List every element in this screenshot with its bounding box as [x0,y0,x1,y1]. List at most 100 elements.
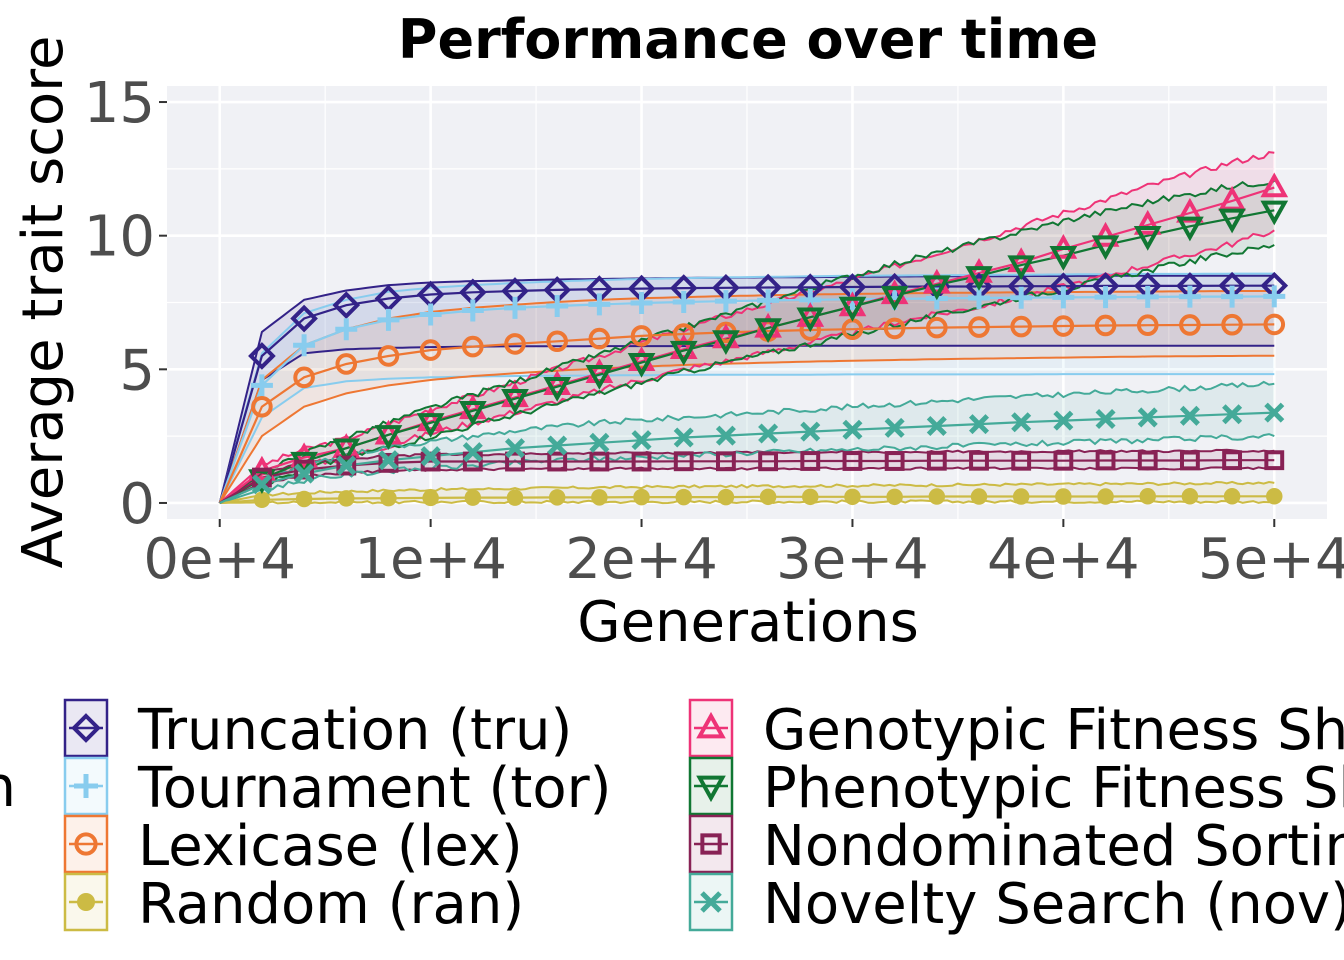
point-cross [926,415,947,437]
band-triangle-down [219,180,1275,503]
point-triangle-down [754,318,782,343]
point-triangle-up [543,370,572,396]
point-plus [630,292,653,315]
point-circle-filled [1139,488,1156,505]
series-markers [248,172,1289,509]
point-square [758,451,779,472]
point-cross [294,463,315,484]
point-circle-open [926,316,948,339]
point-circle-filled [380,489,397,507]
point-plus [714,290,737,313]
x-tick-label: 1e+4 [354,527,507,592]
point-plus [335,318,358,341]
point-square [1053,450,1074,471]
point-circle-open [630,325,653,347]
point-diamond [332,291,361,320]
band-upper-cross [219,380,1275,504]
point-circle-filled [886,488,903,506]
band-upper-plus [218,272,1275,504]
point-cross [884,417,905,438]
point-square [1179,450,1200,471]
point-cross [420,446,441,467]
point-circle-filled [970,488,988,505]
point-diamond [290,304,318,333]
point-square [631,451,652,472]
point-diamond [248,342,276,370]
point-triangle-up [669,334,698,359]
legend-entry: Nondominated Sorting (nds) [688,814,1344,879]
point-circle-open [588,327,611,350]
point-circle-filled [591,489,608,506]
point-cross [1011,412,1032,433]
point-triangle-up [1176,197,1204,223]
point-plus [504,296,526,319]
point-circle-filled [295,490,313,508]
point-circle-open [251,395,273,418]
point-circle-open [504,333,526,355]
point-square [673,451,694,472]
point-cross [1222,404,1243,425]
point-square [842,451,863,471]
y-tick-label: 5 [119,338,155,403]
point-cross [504,438,526,459]
band-upper-triangle-down [219,180,1275,504]
legend-label: Nondominated Sorting (nds) [763,814,1344,879]
point-circle-open [419,339,442,361]
point-plus [1052,286,1075,309]
point-triangle-down [627,352,656,378]
point-plus [419,303,442,326]
point-plus [757,289,780,312]
band-plus [219,273,1275,503]
point-triangle-down [458,401,487,426]
point-cross [1137,407,1158,428]
point-square [294,459,315,480]
legend-label: Random (ran) [138,872,524,937]
point-square [884,451,905,471]
point-circle-open [799,319,822,341]
point-circle-filled [253,491,271,509]
band-lower-plus [218,373,1275,504]
point-plus [461,299,484,322]
x-tick-label: 0e+4 [143,527,296,592]
point-triangle-down [838,296,867,322]
point-square [505,451,525,472]
point-triangle-up [458,394,487,420]
point-triangle-down [1218,208,1246,234]
legend-marker-plus [74,774,98,798]
point-circle-open [1179,314,1201,336]
point-cross [251,474,272,495]
point-cross [1053,410,1074,431]
point-circle-open [968,316,990,338]
point-circle-filled [548,489,566,506]
point-plus [1178,285,1201,308]
point-triangle-up [501,382,529,408]
band-circle-open [219,291,1275,503]
point-circle-filled [928,488,946,505]
point-square [378,452,399,473]
point-cross [631,430,652,451]
legend-entry: Random (ran) [63,872,524,937]
point-cross [589,432,610,453]
point-square [1264,450,1285,471]
legend-label: Lexicase (lex) [138,814,523,879]
x-tick-label: 4e+4 [987,527,1140,592]
point-plus [1221,285,1244,308]
point-plus [1010,286,1033,309]
point-square [336,455,357,476]
point-square [800,451,821,471]
band-upper-circle-filled [219,480,1275,504]
point-triangle-down [416,413,445,438]
point-triangle-up [1260,172,1289,198]
point-circle-open [1263,313,1286,336]
y-axis-label: Average trait score [11,36,76,569]
point-plus [1263,285,1286,308]
legend-entry: Phenotypic Fitness Sharing (pfs) [688,756,1344,821]
point-square [589,451,610,472]
point-triangle-up [585,358,614,384]
point-triangle-down [922,275,951,301]
point-triangle-down [501,389,529,414]
point-triangle-up [627,346,656,372]
point-triangle-down [585,364,614,390]
point-triangle-up [416,406,445,432]
